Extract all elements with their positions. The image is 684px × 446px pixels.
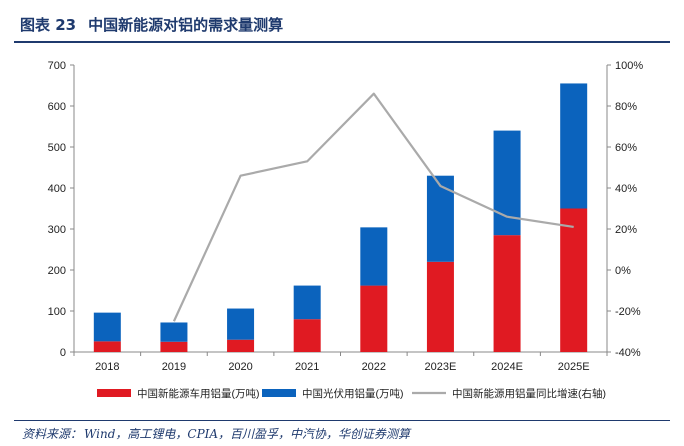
y-tick-label-right: 100% <box>615 60 643 72</box>
legend-swatch-vehicle <box>97 389 131 397</box>
y-tick-label-right: 0% <box>615 265 631 277</box>
y-tick-label-left: 200 <box>48 265 66 277</box>
legend-swatch-pv <box>262 389 296 397</box>
y-tick-label-left: 700 <box>48 60 66 72</box>
bar-vehicle-aluminum <box>360 285 388 352</box>
source-note: 资料来源： Wind，高工锂电，CPIA，百川盈孚，中汽协，华创证券测算 <box>22 425 410 442</box>
y-tick-label-left: 400 <box>48 183 66 195</box>
y-tick-label-left: 600 <box>48 101 66 113</box>
y-tick-label-right: -20% <box>615 306 641 318</box>
y-tick-label-right: 20% <box>615 224 637 236</box>
bar-vehicle-aluminum <box>160 341 188 352</box>
bar-vehicle-aluminum <box>560 208 588 352</box>
figure-title: 图表 23 中国新能源对铝的需求量测算 <box>20 14 283 35</box>
x-tick-label: 2022 <box>362 361 386 373</box>
legend-label-pv: 中国光伏用铝量(万吨) <box>302 387 404 400</box>
x-tick-label: 2021 <box>295 361 319 373</box>
bar-pv-aluminum <box>293 285 321 320</box>
y-tick-label-right: 40% <box>615 183 637 195</box>
bar-vehicle-aluminum <box>93 341 121 352</box>
x-tick-label: 2024E <box>491 361 523 373</box>
growth-line <box>172 92 574 322</box>
y-tick-label-left: 0 <box>60 347 66 359</box>
bar-pv-aluminum <box>227 308 255 340</box>
y-tick-label-left: 100 <box>48 306 66 318</box>
bar-pv-aluminum <box>560 83 588 209</box>
bar-vehicle-aluminum <box>426 261 454 352</box>
x-tick-label: 2025E <box>558 361 590 373</box>
y-tick-label-left: 500 <box>48 142 66 154</box>
chart-title: 中国新能源对铝的需求量测算 <box>88 16 284 34</box>
legend-label-growth: 中国新能源用铝量同比增速(右轴) <box>452 387 606 400</box>
source-rule <box>14 420 670 421</box>
y-tick-label-right: 80% <box>615 101 637 113</box>
bar-pv-aluminum <box>426 175 454 262</box>
bar-vehicle-aluminum <box>227 339 255 352</box>
bar-pv-aluminum <box>493 130 521 236</box>
bar-vehicle-aluminum <box>493 235 521 352</box>
bar-pv-aluminum <box>93 312 121 342</box>
x-tick-label: 2019 <box>162 361 186 373</box>
legend-label-vehicle: 中国新能源车用铝量(万吨) <box>137 387 260 400</box>
bar-pv-aluminum <box>160 322 188 342</box>
y-tick-label-right: 60% <box>615 142 637 154</box>
x-tick-label: 2023E <box>425 361 457 373</box>
x-tick-label: 2018 <box>95 361 119 373</box>
source-label: 资料来源： <box>22 427 83 441</box>
x-tick-label: 2020 <box>228 361 252 373</box>
y-tick-label-right: -40% <box>615 347 641 359</box>
title-rule <box>14 41 670 43</box>
bar-vehicle-aluminum <box>293 319 321 352</box>
source-text: Wind，高工锂电，CPIA，百川盈孚，中汽协，华创证券测算 <box>84 427 411 441</box>
bar-pv-aluminum <box>360 227 388 286</box>
y-tick-label-left: 300 <box>48 224 66 236</box>
figure-label: 图表 23 <box>20 16 77 34</box>
